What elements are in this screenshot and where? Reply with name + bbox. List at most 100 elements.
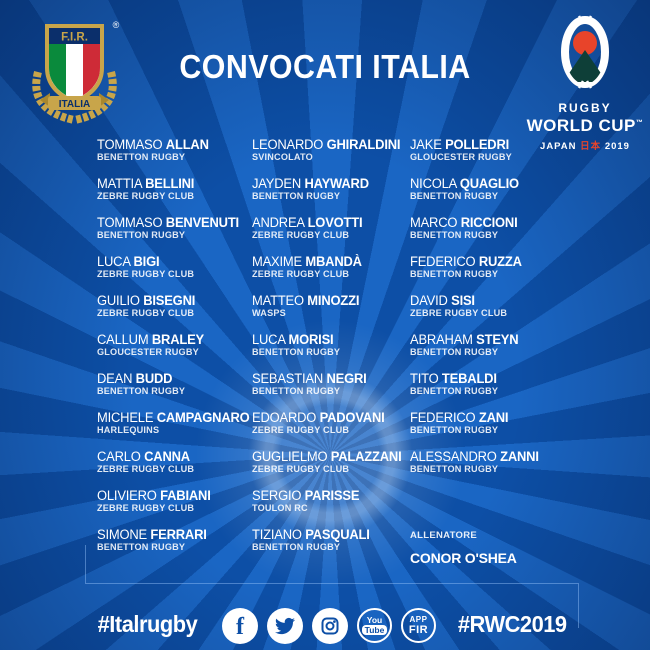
page-title: CONVOCATI ITALIA bbox=[179, 48, 471, 85]
player-first-name: FEDERICO bbox=[410, 410, 476, 425]
player-last-name: BIGI bbox=[133, 254, 160, 269]
player-entry: ALESSANDRO ZANNI BENETTON RUGBY bbox=[410, 449, 577, 476]
player-name: TOMMASO ALLAN bbox=[97, 137, 246, 152]
player-entry: SIMONE FERRARI BENETTON RUGBY bbox=[97, 527, 252, 554]
squad-list: TOMMASO ALLAN BENETTON RUGBY MATTIA BELLI… bbox=[97, 137, 577, 566]
player-name: GUGLIELMO PALAZZANI bbox=[252, 449, 404, 464]
player-last-name: CANNA bbox=[144, 449, 190, 464]
player-name: SERGIO PARISSE bbox=[252, 488, 404, 503]
player-entry: MAXIME MBANDÀ ZEBRE RUGBY CLUB bbox=[252, 254, 410, 281]
player-club: BENETTON RUGBY bbox=[410, 191, 499, 202]
player-first-name: TOMMASO bbox=[97, 137, 163, 152]
player-entry: JAKE POLLEDRI GLOUCESTER RUGBY bbox=[410, 137, 577, 164]
youtube-label-bottom: Tube bbox=[361, 625, 388, 635]
social-icons-row: f You Tube APP FIR bbox=[222, 608, 436, 644]
player-name: ANDREA LOVOTTI bbox=[252, 215, 404, 230]
player-last-name: CAMPAGNARO bbox=[156, 410, 250, 425]
player-first-name: LEONARDO bbox=[252, 137, 324, 152]
rwc-text-japan2019: JAPAN 日本 2019 bbox=[522, 138, 648, 152]
player-first-name: GUILIO bbox=[97, 293, 140, 308]
player-entry: NICOLA QUAGLIO BENETTON RUGBY bbox=[410, 176, 577, 203]
player-name: FEDERICO RUZZA bbox=[410, 254, 570, 269]
squad-column-3: JAKE POLLEDRI GLOUCESTER RUGBY NICOLA QUA… bbox=[410, 137, 577, 566]
player-club: BENETTON RUGBY bbox=[252, 542, 341, 553]
player-last-name: MBANDÀ bbox=[305, 254, 362, 269]
divider-line bbox=[85, 583, 578, 584]
youtube-label-top: You bbox=[366, 615, 383, 625]
player-entry: OLIVIERO FABIANI ZEBRE RUGBY CLUB bbox=[97, 488, 252, 515]
player-first-name: DEAN bbox=[97, 371, 133, 386]
rwc-japan-label: JAPAN bbox=[540, 141, 577, 152]
player-last-name: MORISI bbox=[288, 332, 334, 347]
player-club: ZEBRE RUGBY CLUB bbox=[97, 308, 195, 319]
player-club: BENETTON RUGBY bbox=[97, 230, 186, 241]
player-first-name: OLIVIERO bbox=[97, 488, 157, 503]
player-club: BENETTON RUGBY bbox=[252, 386, 341, 397]
player-name: LEONARDO GHIRALDINI bbox=[252, 137, 404, 152]
player-last-name: BRALEY bbox=[151, 332, 204, 347]
player-entry: MICHELE CAMPAGNARO HARLEQUINS bbox=[97, 410, 252, 437]
registered-mark: ® bbox=[113, 20, 120, 30]
sun bbox=[573, 31, 597, 55]
player-name: LUCA BIGI bbox=[97, 254, 246, 269]
appfir-label-top: APP bbox=[409, 615, 428, 624]
player-first-name: SIMONE bbox=[97, 527, 147, 542]
player-entry: LUCA BIGI ZEBRE RUGBY CLUB bbox=[97, 254, 252, 281]
player-club: BENETTON RUGBY bbox=[410, 425, 499, 436]
player-name: JAYDEN HAYWARD bbox=[252, 176, 404, 191]
player-name: DAVID SISI bbox=[410, 293, 570, 308]
player-name: CARLO CANNA bbox=[97, 449, 246, 464]
player-first-name: JAYDEN bbox=[252, 176, 302, 191]
player-first-name: TIZIANO bbox=[252, 527, 302, 542]
player-last-name: ZANNI bbox=[500, 449, 539, 464]
player-entry: MARCO RICCIONI BENETTON RUGBY bbox=[410, 215, 577, 242]
player-club: SVINCOLATO bbox=[252, 152, 313, 163]
player-last-name: GHIRALDINI bbox=[326, 137, 401, 152]
player-first-name: ALESSANDRO bbox=[410, 449, 497, 464]
player-club: ZEBRE RUGBY CLUB bbox=[97, 464, 195, 475]
app-fir-icon: APP FIR bbox=[401, 608, 436, 643]
player-club: GLOUCESTER RUGBY bbox=[410, 152, 512, 163]
ball-inner bbox=[565, 31, 605, 82]
player-last-name: RICCIONI bbox=[460, 215, 518, 230]
player-club: ZEBRE RUGBY CLUB bbox=[252, 425, 350, 436]
player-club: BENETTON RUGBY bbox=[252, 347, 341, 358]
player-entry: LEONARDO GHIRALDINI SVINCOLATO bbox=[252, 137, 410, 164]
player-last-name: SISI bbox=[451, 293, 475, 308]
twitter-icon bbox=[267, 608, 303, 644]
rwc-kanji-label: 日本 bbox=[580, 141, 602, 152]
player-name: NICOLA QUAGLIO bbox=[410, 176, 570, 191]
player-entry: SERGIO PARISSE TOULON RC bbox=[252, 488, 410, 515]
twitter-bird-glyph bbox=[275, 617, 295, 635]
player-club: ZEBRE RUGBY CLUB bbox=[97, 503, 195, 514]
player-club: BENETTON RUGBY bbox=[410, 386, 499, 397]
player-name: MAXIME MBANDÀ bbox=[252, 254, 404, 269]
player-name: FEDERICO ZANI bbox=[410, 410, 570, 425]
instagram-icon bbox=[312, 608, 348, 644]
player-name: TOMMASO BENVENUTI bbox=[97, 215, 246, 230]
player-last-name: BELLINI bbox=[145, 176, 195, 191]
player-entry: FEDERICO ZANI BENETTON RUGBY bbox=[410, 410, 577, 437]
player-entry: FEDERICO RUZZA BENETTON RUGBY bbox=[410, 254, 577, 281]
player-name: GUILIO BISEGNI bbox=[97, 293, 246, 308]
player-first-name: CALLUM bbox=[97, 332, 149, 347]
player-first-name: JAKE bbox=[410, 137, 442, 152]
player-first-name: FEDERICO bbox=[410, 254, 476, 269]
player-entry: JAYDEN HAYWARD BENETTON RUGBY bbox=[252, 176, 410, 203]
player-last-name: MINOZZI bbox=[307, 293, 360, 308]
coach-label: ALLENATORE bbox=[410, 530, 478, 541]
player-name: LUCA MORISI bbox=[252, 332, 404, 347]
player-first-name: ABRAHAM bbox=[410, 332, 473, 347]
player-last-name: HAYWARD bbox=[304, 176, 369, 191]
ball-outline bbox=[561, 16, 609, 88]
player-last-name: PASQUALI bbox=[305, 527, 370, 542]
player-name: MARCO RICCIONI bbox=[410, 215, 570, 230]
player-club: ZEBRE RUGBY CLUB bbox=[97, 269, 195, 280]
player-club: ZEBRE RUGBY CLUB bbox=[252, 269, 350, 280]
hashtag-italrugby: #Italrugby bbox=[97, 611, 198, 637]
seam-bottom bbox=[577, 80, 593, 89]
wreath-left bbox=[32, 70, 75, 124]
player-first-name: ANDREA bbox=[252, 215, 305, 230]
player-first-name: SEBASTIAN bbox=[252, 371, 324, 386]
